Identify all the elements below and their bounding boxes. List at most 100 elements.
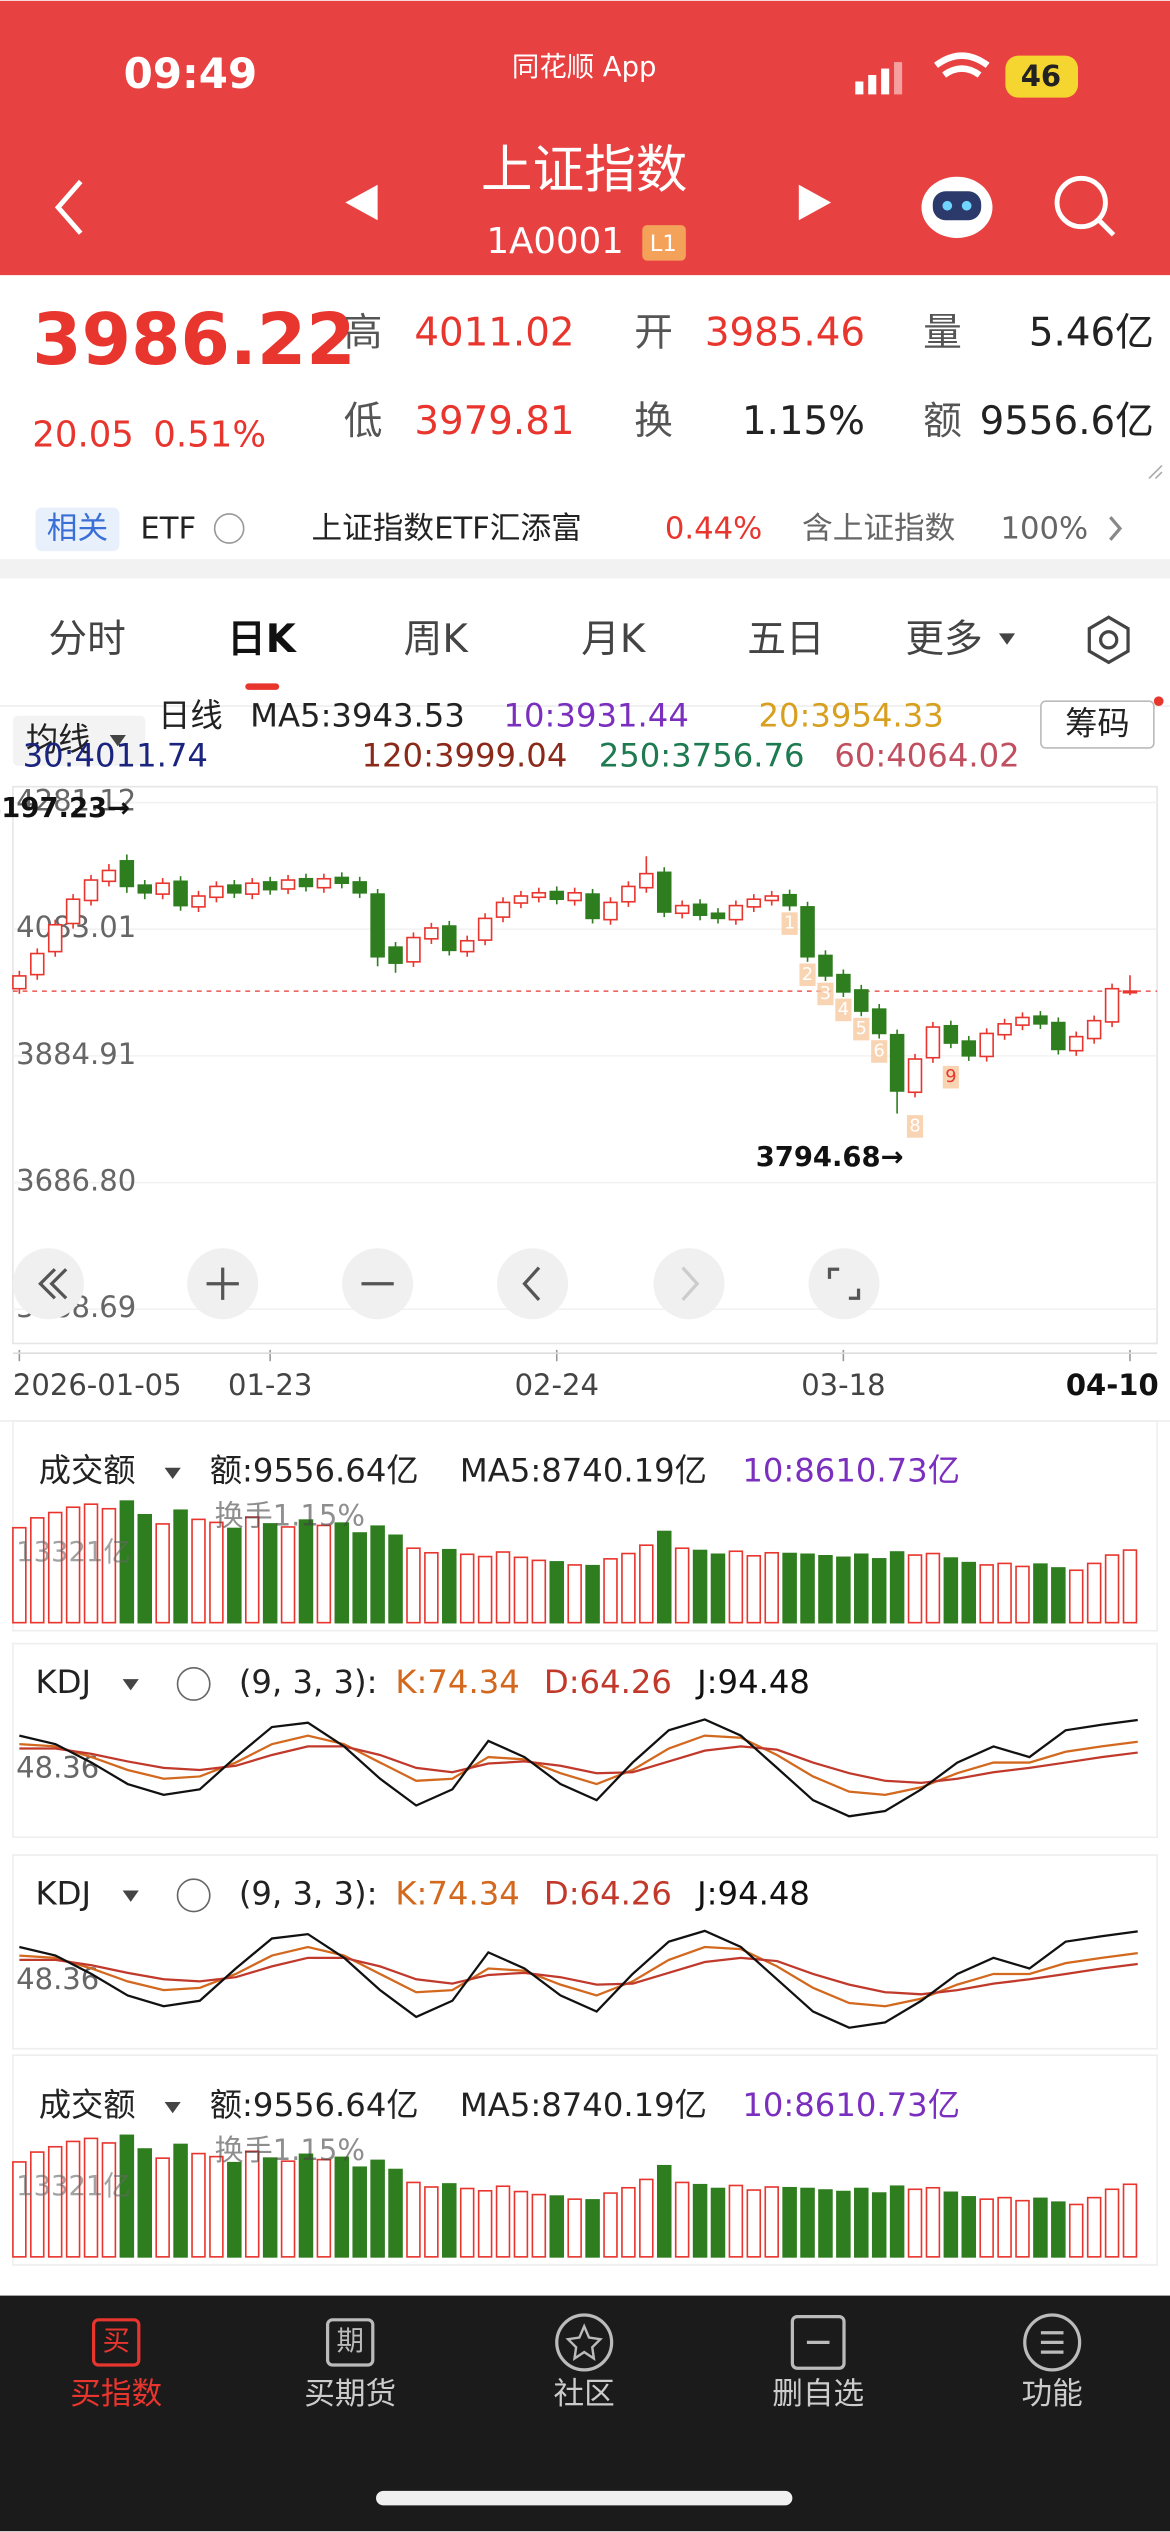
nav-label[interactable]: 买指数: [70, 2377, 162, 2412]
level-badge: [642, 225, 686, 261]
dropdown-arrow: [164, 1467, 181, 1480]
legend-entry: K:74.34: [395, 1663, 519, 1701]
volume-bar: [746, 2189, 762, 2258]
nav-label[interactable]: 功能: [1022, 2377, 1083, 2412]
kline-chart: 4281.124083.013884.913686.803488.692026-…: [0, 784, 1159, 1402]
prev-button[interactable]: [345, 184, 378, 221]
volume-bar: [871, 1558, 887, 1624]
settings-button[interactable]: [1087, 615, 1130, 665]
more-arrow[interactable]: [1109, 516, 1123, 541]
field-value: 4011.02: [414, 310, 574, 355]
candle-body: [406, 936, 421, 963]
candle-body: [424, 927, 439, 940]
volume-bar: [298, 2153, 314, 2258]
volume-bar: [1104, 2188, 1120, 2258]
nav-icon: 期: [336, 2326, 363, 2357]
volume-bar: [585, 2199, 600, 2258]
help-icon[interactable]: [213, 513, 245, 544]
volume-bar: [65, 1506, 81, 1624]
candle-body: [854, 989, 869, 1012]
fund-name[interactable]: 上证指数ETF汇添富: [311, 512, 581, 547]
candle-body: [30, 952, 45, 976]
volume-bar: [710, 2187, 726, 2258]
candle-body: [818, 954, 833, 977]
candle-body: [728, 904, 744, 921]
candle-body: [137, 884, 153, 894]
volume-bar: [155, 1523, 170, 1624]
volume-bar: [1051, 1567, 1066, 1624]
volume-bar: [603, 2192, 618, 2258]
volume-bar: [674, 1547, 690, 1624]
x-tick-label: 04-10: [1066, 1368, 1159, 1402]
panel-title[interactable]: 成交额: [39, 2086, 136, 2124]
nav-label[interactable]: 买期货: [304, 2377, 396, 2412]
ma-item: 20:3954.33: [758, 696, 943, 734]
y-tick-label: 3686.80: [16, 1164, 136, 1198]
help-icon[interactable]: [176, 1667, 211, 1701]
kdj-line: [19, 1718, 1138, 1818]
panel-title[interactable]: 成交额: [39, 1452, 136, 1490]
ma-selector[interactable]: 均线: [26, 721, 91, 759]
x-tick-label: 03-18: [801, 1368, 885, 1402]
panel-title[interactable]: KDJ: [36, 1663, 92, 1701]
chips-button[interactable]: [1040, 700, 1155, 749]
volume-bar: [871, 2192, 887, 2258]
next-button[interactable]: [798, 184, 832, 221]
volume-bar: [800, 2187, 815, 2258]
volume-bar: [424, 2186, 439, 2258]
candle-body: [961, 1040, 977, 1057]
robot-button[interactable]: [921, 176, 993, 239]
volume-bar: [65, 2140, 81, 2258]
td-label: 5: [856, 1019, 867, 1039]
legend-entry: K:74.34: [395, 1874, 519, 1912]
tab[interactable]: 分时: [48, 617, 125, 662]
turnover: 换手1.15%: [215, 1499, 365, 1533]
panel-legend: 额:9556.64亿: [210, 2086, 419, 2124]
kdj-line: [19, 1929, 1138, 2029]
back-button[interactable]: [54, 179, 83, 235]
kline-frame: [12, 785, 1158, 1345]
ma-legend: MA5:3943.53 10:3931.44 20:3954.33 30:4011.7…: [23, 696, 1020, 774]
volume-bar: [495, 2185, 511, 2258]
volume-bar: [262, 2157, 278, 2258]
help-icon[interactable]: [176, 1878, 211, 1913]
volume-bar: [47, 1511, 63, 1624]
tab[interactable]: 周K: [404, 617, 470, 662]
volume-bar: [173, 1509, 188, 1624]
nav-icon: [1040, 2331, 1064, 2354]
volume-bar: [83, 1503, 99, 1624]
volume-bar: [244, 1516, 260, 1624]
related-tag-bg: [35, 507, 120, 552]
nav-label[interactable]: 社区: [554, 2377, 615, 2412]
field-value: 3985.46: [705, 310, 865, 355]
candle-body: [907, 1058, 923, 1094]
panel-frame: [12, 1642, 1158, 1839]
candle-body: [316, 877, 332, 889]
field-value: 9556.6亿: [980, 399, 1154, 444]
tab[interactable]: 五日: [747, 617, 824, 662]
volume-bar: [209, 1521, 224, 1624]
candle-body: [65, 898, 81, 925]
volume-axis-label: 13321亿: [16, 1537, 131, 1568]
ma-item: 60:4064.02: [834, 737, 1019, 775]
tab[interactable]: 日K: [227, 617, 298, 662]
dropdown-arrow: [109, 735, 126, 747]
y-tick-label: 4281.12: [16, 784, 136, 818]
ma-selector-bg[interactable]: [12, 715, 146, 766]
tab[interactable]: 更多: [905, 617, 982, 662]
volume-bar: [191, 2152, 206, 2258]
candle-body: [1033, 1015, 1048, 1025]
volume-bar: [513, 2190, 529, 2258]
volume-bar: [30, 1517, 45, 1624]
panel-title[interactable]: KDJ: [36, 1874, 92, 1912]
volume-bar: [1033, 2197, 1048, 2258]
search-button[interactable]: [1054, 175, 1116, 237]
chips-label[interactable]: 筹码: [1065, 704, 1130, 742]
tab[interactable]: 月K: [581, 617, 647, 662]
dropdown-arrow: [164, 2101, 181, 2114]
candle-body: [513, 895, 529, 904]
nav-icon: [1023, 2313, 1082, 2372]
nav-label[interactable]: 删自选: [772, 2377, 864, 2412]
kdj-line: [19, 1734, 1138, 1796]
